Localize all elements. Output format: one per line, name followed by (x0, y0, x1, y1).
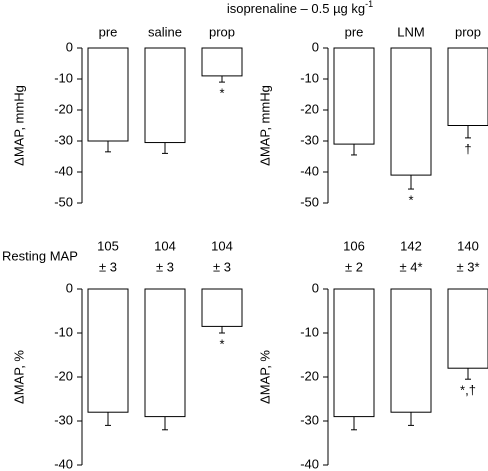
resting-map: 104 (154, 238, 176, 253)
annotation: † (464, 141, 471, 156)
title-text: isoprenaline – 0.5 µg kg (227, 1, 365, 16)
y-tick-label: -10 (300, 324, 319, 339)
y-axis-label: ΔMAP, % (257, 350, 272, 404)
y-tick-label: -30 (54, 412, 73, 427)
resting-map-sd: ± 2 (345, 259, 363, 274)
resting-map-sd: ± 3 (156, 259, 174, 274)
bar (447, 47, 488, 126)
y-tick-label: -20 (300, 101, 319, 116)
resting-map: 105 (97, 238, 119, 253)
resting-map-sd: ± 3 (99, 259, 117, 274)
resting-map: 140 (457, 238, 479, 253)
bar (144, 288, 186, 418)
y-axis-label: ΔMAP, mmHg (257, 85, 272, 166)
resting-map: 142 (400, 238, 422, 253)
bar (390, 288, 432, 413)
annotation: *,† (460, 383, 476, 398)
category-label: pre (99, 24, 118, 39)
annotation: * (219, 336, 224, 351)
bar (201, 288, 243, 327)
y-axis-label: ΔMAP, % (11, 350, 26, 404)
y-tick-label: -50 (54, 194, 73, 209)
y-tick-label: -10 (54, 324, 73, 339)
category-label: pre (345, 24, 364, 39)
y-axis-label: ΔMAP, mmHg (11, 85, 26, 166)
row-label: Resting MAP (2, 248, 78, 263)
resting-map-sd: ± 3* (456, 259, 479, 274)
y-tick-label: -40 (300, 163, 319, 178)
category-label: saline (148, 24, 182, 39)
category-label: prop (209, 24, 235, 39)
y-tick-label: -30 (300, 412, 319, 427)
y-tick-label: -30 (54, 132, 73, 147)
title-superscript: -1 (365, 0, 373, 9)
bar (333, 288, 375, 418)
y-tick-label: -10 (54, 70, 73, 85)
bar (87, 288, 129, 413)
y-tick-label: 0 (312, 280, 319, 295)
category-label: LNM (397, 24, 424, 39)
bar (390, 47, 432, 176)
y-tick-label: 0 (66, 280, 73, 295)
y-tick-label: -20 (300, 368, 319, 383)
annotation: * (408, 192, 413, 207)
y-tick-label: -10 (300, 70, 319, 85)
y-tick-label: -40 (54, 456, 73, 471)
bar (144, 47, 186, 144)
y-tick-label: -30 (300, 132, 319, 147)
category-label: prop (455, 24, 481, 39)
bar (447, 288, 488, 369)
annotation: * (219, 86, 224, 101)
resting-map: 104 (211, 238, 233, 253)
y-tick-label: 0 (66, 39, 73, 54)
resting-map-sd: ± 3 (213, 259, 231, 274)
bar (201, 47, 243, 77)
y-tick-label: -20 (54, 101, 73, 116)
resting-map: 106 (343, 238, 365, 253)
resting-map-sd: ± 4* (399, 259, 422, 274)
bar (87, 47, 129, 142)
bar (333, 47, 375, 145)
y-tick-label: 0 (312, 39, 319, 54)
chart-title: isoprenaline – 0.5 µg kg-1 (227, 0, 373, 16)
y-tick-label: -20 (54, 368, 73, 383)
y-tick-label: -40 (300, 456, 319, 471)
y-tick-label: -50 (300, 194, 319, 209)
y-tick-label: -40 (54, 163, 73, 178)
